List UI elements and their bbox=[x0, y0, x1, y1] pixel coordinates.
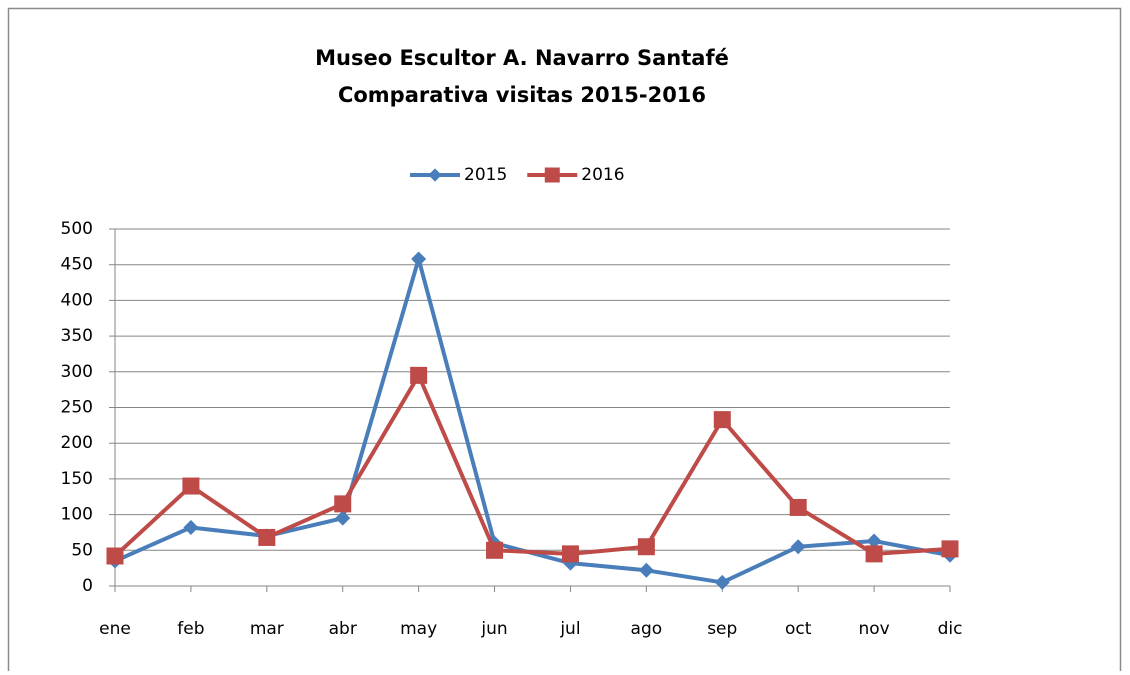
y-tick-label: 300 bbox=[61, 362, 93, 382]
point-marker bbox=[182, 477, 200, 495]
point-marker bbox=[411, 251, 427, 267]
y-tick-label: 200 bbox=[61, 433, 93, 453]
point-marker bbox=[335, 510, 351, 526]
point-marker bbox=[789, 498, 807, 516]
y-tick-label: 500 bbox=[61, 219, 93, 239]
x-tick-label: jul bbox=[559, 619, 580, 639]
y-tick-label: 400 bbox=[61, 290, 93, 310]
x-tick-label: may bbox=[400, 619, 437, 639]
point-marker bbox=[561, 545, 579, 563]
point-marker bbox=[544, 167, 560, 183]
point-marker bbox=[637, 538, 655, 556]
point-marker bbox=[183, 519, 199, 535]
x-tick-label: nov bbox=[858, 619, 889, 639]
x-tick-label: ago bbox=[631, 619, 663, 639]
y-tick-label: 0 bbox=[82, 576, 93, 596]
x-tick-label: jun bbox=[480, 619, 507, 639]
point-marker bbox=[713, 411, 731, 429]
y-tick-label: 350 bbox=[61, 326, 93, 346]
point-marker bbox=[106, 547, 124, 565]
point-marker bbox=[410, 366, 428, 384]
y-tick-label: 50 bbox=[71, 540, 93, 560]
y-tick-label: 450 bbox=[61, 255, 93, 275]
point-marker bbox=[334, 495, 352, 513]
chart-title: Museo Escultor A. Navarro Santafé bbox=[315, 46, 729, 70]
legend-label: 2015 bbox=[464, 165, 507, 185]
point-marker bbox=[486, 541, 504, 559]
point-marker bbox=[865, 545, 883, 563]
point-marker bbox=[941, 540, 959, 558]
x-tick-label: mar bbox=[250, 619, 284, 639]
legend-label: 2016 bbox=[581, 165, 624, 185]
point-marker bbox=[790, 539, 806, 555]
x-tick-label: feb bbox=[177, 619, 204, 639]
point-marker bbox=[714, 574, 730, 590]
y-tick-label: 250 bbox=[61, 398, 93, 418]
y-tick-label: 100 bbox=[61, 505, 93, 525]
point-marker bbox=[428, 168, 442, 182]
point-marker bbox=[258, 528, 276, 546]
point-marker bbox=[638, 562, 654, 578]
x-tick-label: dic bbox=[938, 619, 963, 639]
series-line bbox=[113, 373, 951, 558]
chart-title: Comparativa visitas 2015-2016 bbox=[338, 83, 706, 107]
x-tick-label: abr bbox=[329, 619, 357, 639]
y-tick-label: 150 bbox=[61, 469, 93, 489]
x-tick-label: ene bbox=[99, 619, 131, 639]
x-tick-label: oct bbox=[785, 619, 812, 639]
x-tick-label: sep bbox=[707, 619, 737, 639]
chart-border bbox=[7, 7, 1122, 675]
